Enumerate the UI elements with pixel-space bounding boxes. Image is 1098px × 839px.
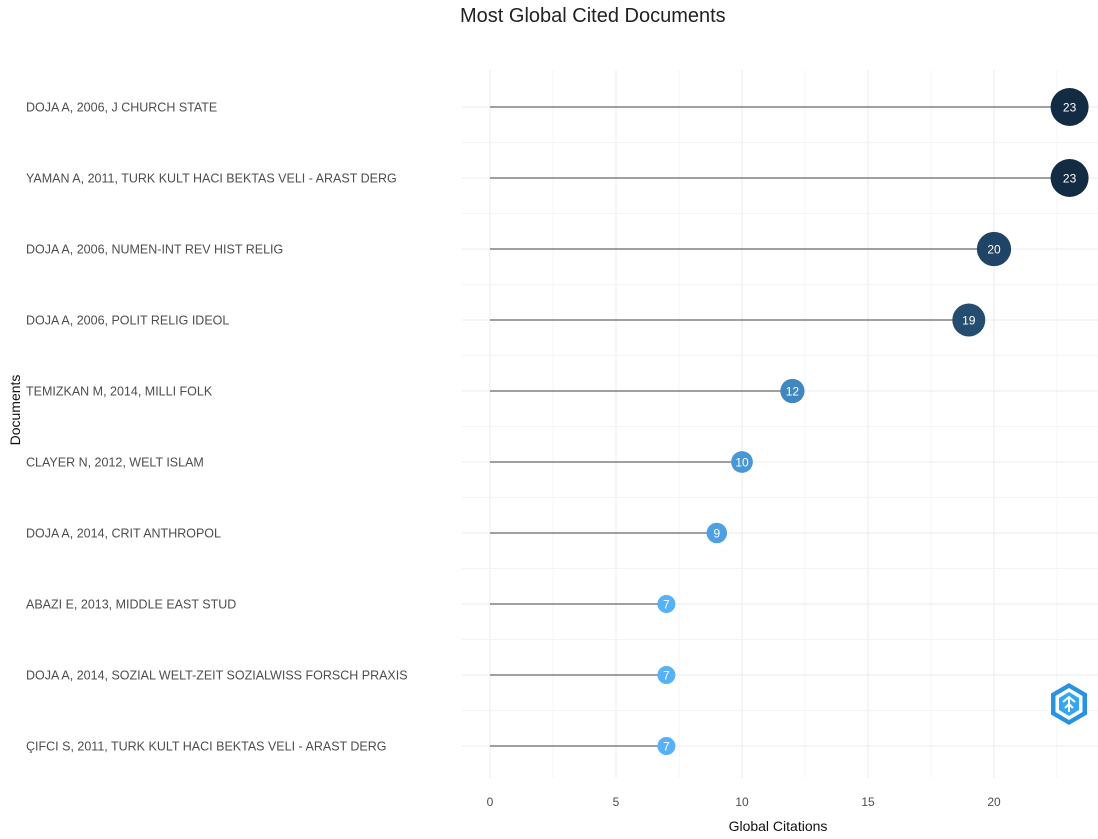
- data-point: [780, 378, 805, 404]
- data-point: [657, 737, 676, 755]
- document-label: YAMAN A, 2011, TURK KULT HACI BEKTAS VEL…: [26, 172, 397, 186]
- data-point: [1050, 88, 1089, 126]
- x-tick-label: 15: [861, 795, 875, 809]
- points: 23 23 20 19 12 10 9 7 7 7: [657, 88, 1089, 755]
- document-label: CLAYER N, 2012, WELT ISLAM: [26, 456, 204, 470]
- document-label: DOJA A, 2006, J CHURCH STATE: [26, 101, 217, 115]
- document-label: DOJA A, 2006, POLIT RELIG IDEOL: [26, 314, 229, 328]
- data-label: 9: [713, 526, 720, 540]
- document-label: DOJA A, 2014, CRIT ANTHROPOL: [26, 527, 221, 541]
- data-label: 19: [962, 313, 976, 327]
- data-point: [706, 522, 728, 544]
- data-label: 7: [663, 668, 670, 682]
- chart-title: Most Global Cited Documents: [460, 5, 726, 27]
- data-label: 10: [735, 455, 749, 469]
- y-axis-title: Documents: [7, 375, 23, 446]
- data-label: 7: [663, 597, 670, 611]
- data-label: 7: [663, 739, 670, 753]
- document-label: DOJA A, 2014, SOZIAL WELT-ZEIT SOZIALWIS…: [26, 669, 408, 683]
- x-tick-label: 20: [987, 795, 1001, 809]
- x-tick-labels: 0 5 10 15 20: [487, 795, 1001, 809]
- data-point: [657, 595, 676, 613]
- x-tick-label: 10: [735, 795, 749, 809]
- x-axis-title: Global Citations: [729, 818, 828, 834]
- document-label: ABAZI E, 2013, MIDDLE EAST STUD: [26, 598, 236, 612]
- data-point: [976, 231, 1012, 267]
- data-point: [952, 303, 986, 337]
- category-labels: DOJA A, 2006, J CHURCH STATE YAMAN A, 201…: [26, 101, 408, 754]
- x-tick-label: 0: [487, 795, 494, 809]
- document-label: ÇIFCI S, 2011, TURK KULT HACI BEKTAS VEL…: [26, 740, 387, 754]
- grid: [462, 70, 1098, 778]
- stems: [490, 106, 1070, 747]
- data-point: [657, 666, 676, 684]
- data-label: 20: [987, 242, 1001, 256]
- data-label: 23: [1063, 100, 1077, 114]
- document-label: TEMIZKAN M, 2014, MILLI FOLK: [26, 385, 213, 399]
- data-label: 12: [786, 384, 800, 398]
- x-tick-label: 5: [613, 795, 620, 809]
- data-point: [1050, 159, 1089, 197]
- document-label: DOJA A, 2006, NUMEN-INT REV HIST RELIG: [26, 243, 283, 257]
- logo-icon: [1051, 683, 1087, 725]
- data-label: 23: [1063, 171, 1077, 185]
- data-point: [731, 451, 753, 473]
